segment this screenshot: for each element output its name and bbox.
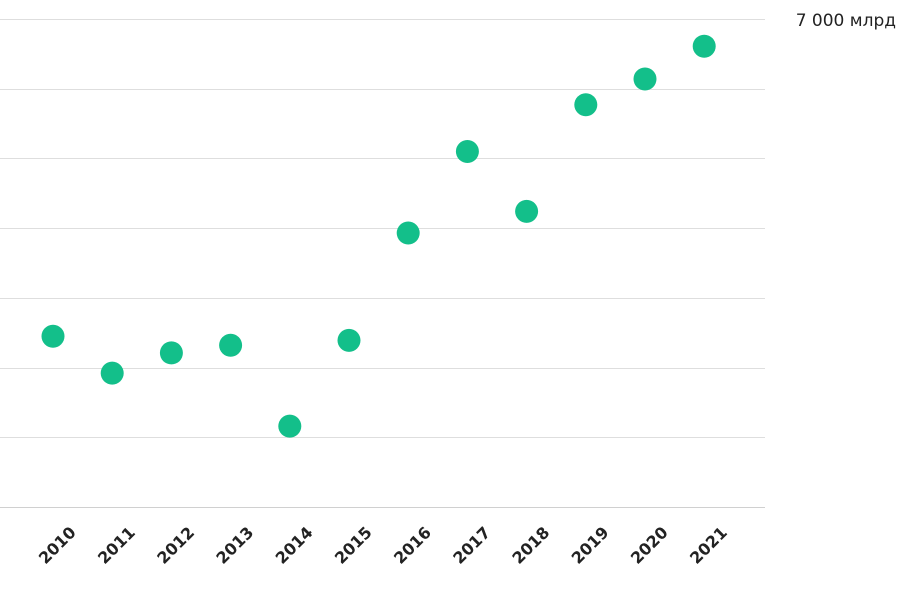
- data-point-2016: [396, 221, 420, 245]
- x-tick-label: 2020: [627, 523, 672, 568]
- x-tick-label: 2018: [508, 523, 553, 568]
- data-point-2018: [515, 199, 539, 223]
- x-tick-label: 2013: [212, 523, 257, 568]
- x-tick-label: 2017: [449, 523, 494, 568]
- x-tick-label: 2016: [390, 523, 435, 568]
- data-point-2014: [278, 414, 302, 438]
- x-tick-label: 2010: [35, 523, 80, 568]
- x-tick-label: 2015: [331, 523, 376, 568]
- x-tick-label: 2014: [272, 523, 317, 568]
- y-axis-top-label: 7 000 млрд: [796, 11, 896, 31]
- data-point-2019: [574, 93, 598, 117]
- x-axis-labels: 2010 2011 2012 2013 2014 2015 2016 2017 2018 2019…: [35, 523, 731, 568]
- data-point-2012: [159, 341, 183, 365]
- x-tick-label: 2021: [686, 523, 731, 568]
- gridlines: [0, 19, 765, 508]
- data-point-2010: [41, 324, 65, 348]
- data-point-2015: [337, 328, 361, 352]
- data-point-2011: [100, 361, 124, 385]
- x-tick-label: 2012: [153, 523, 198, 568]
- data-point-2013: [219, 333, 243, 357]
- data-points: [41, 34, 716, 438]
- data-point-2017: [455, 139, 479, 163]
- x-tick-label: 2019: [568, 523, 613, 568]
- x-tick-label: 2011: [94, 523, 139, 568]
- data-point-2021: [692, 34, 716, 58]
- data-point-2020: [633, 67, 657, 91]
